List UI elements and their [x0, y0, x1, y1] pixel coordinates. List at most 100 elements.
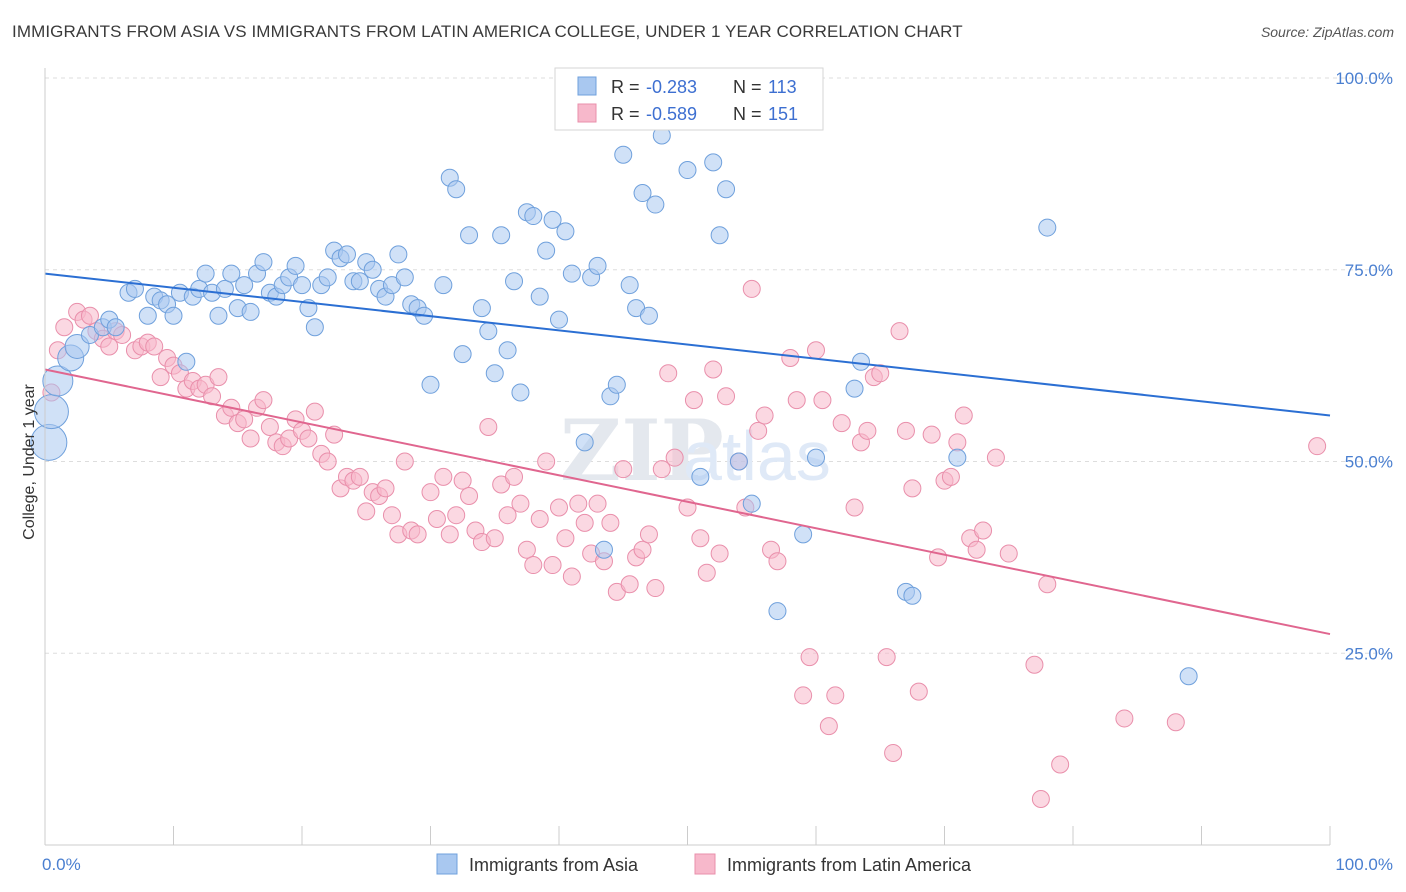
latam-point	[241, 429, 260, 448]
latam-point	[986, 448, 1005, 467]
latam-point	[749, 421, 768, 440]
legend-swatch	[577, 103, 597, 123]
asia-point	[318, 268, 337, 287]
latam-point	[305, 402, 324, 421]
x-tick-label: 100.0%	[1335, 855, 1393, 874]
latam-point	[633, 540, 652, 559]
latam-point	[357, 502, 376, 521]
asia-point	[498, 341, 517, 360]
latam-point	[903, 479, 922, 498]
latam-point	[556, 529, 575, 548]
asia-trend-line	[44, 272, 1331, 417]
latam-point	[1308, 437, 1327, 456]
asia-point	[241, 302, 260, 321]
legend-r-value: -0.589	[646, 104, 697, 124]
source-label: Source: ZipAtlas.com	[1260, 24, 1394, 40]
latam-point	[639, 525, 658, 544]
asia-point	[704, 153, 723, 172]
latam-point	[845, 498, 864, 517]
asia-point	[389, 245, 408, 264]
latam-point	[1115, 709, 1134, 728]
latam-point	[704, 360, 723, 379]
latam-point	[588, 494, 607, 513]
asia-point	[903, 586, 922, 605]
axes: 100.0% 75.0% 50.0% 25.0% 0.0% 100.0% College, …	[21, 68, 1393, 874]
bottom-legend: Immigrants from Asia Immigrants from Lati…	[436, 853, 972, 875]
asia-point	[575, 433, 594, 452]
legend-frame	[554, 67, 824, 131]
asia-point	[505, 272, 524, 291]
latam-point	[260, 417, 279, 436]
asia-point	[1179, 667, 1198, 686]
latam-point	[517, 540, 536, 559]
latam-point	[209, 368, 228, 387]
latam-point	[659, 364, 678, 383]
latam-point	[826, 686, 845, 705]
latam-point	[479, 417, 498, 436]
latam-point	[877, 648, 896, 667]
latam-point	[819, 717, 838, 736]
latam-point	[832, 414, 851, 433]
latam-point	[794, 686, 813, 705]
legend-swatch	[577, 76, 597, 96]
latam-point	[498, 506, 517, 525]
legend-r-label: R =	[611, 77, 640, 97]
asia-point	[948, 448, 967, 467]
asia-point	[293, 276, 311, 295]
latam-point	[145, 337, 164, 356]
asia-point	[524, 207, 543, 226]
asia-point	[742, 494, 761, 513]
asia-point	[620, 276, 639, 295]
latam-point	[601, 513, 620, 532]
latam-point	[717, 387, 736, 406]
latam-point	[884, 743, 903, 762]
latam-point	[665, 448, 684, 467]
asia-point	[768, 602, 787, 621]
chart-title: IMMIGRANTS FROM ASIA VS IMMIGRANTS FROM …	[12, 22, 963, 41]
latam-point	[999, 544, 1018, 563]
latam-point	[1166, 713, 1185, 732]
legend-n-value: 151	[768, 104, 798, 124]
latam-point	[299, 429, 318, 448]
y-tick-label: 25.0%	[1345, 644, 1393, 663]
latam-point	[1038, 575, 1057, 594]
latam-point	[800, 648, 819, 667]
latam-point	[742, 279, 761, 298]
asia-point	[537, 241, 556, 260]
y-axis-label: College, Under 1 year	[21, 384, 38, 540]
latam-point	[691, 529, 710, 548]
asia-point	[530, 287, 549, 306]
asia-point	[1038, 218, 1057, 237]
bottom-legend-swatch-asia	[436, 853, 458, 875]
latam-point	[922, 425, 941, 444]
asia-point	[562, 264, 581, 283]
latam-point	[896, 421, 915, 440]
asia-point	[460, 226, 479, 245]
series-asia-points	[30, 126, 1198, 686]
asia-point	[646, 195, 665, 214]
asia-point	[196, 264, 215, 283]
latam-point	[80, 306, 99, 325]
latam-point	[421, 483, 440, 502]
latam-point	[909, 682, 928, 701]
asia-point	[472, 299, 491, 318]
latam-point	[1025, 655, 1044, 674]
latam-point	[376, 479, 395, 498]
y-tick-label: 100.0%	[1335, 69, 1393, 88]
asia-point	[717, 180, 736, 199]
latam-point	[395, 452, 414, 471]
asia-point	[434, 276, 453, 295]
legend-r-label: R =	[611, 104, 640, 124]
latam-point	[530, 510, 549, 529]
asia-point	[485, 364, 504, 383]
latam-point	[453, 471, 472, 490]
asia-point	[845, 379, 864, 398]
latam-point	[151, 368, 170, 387]
latam-point	[485, 529, 504, 548]
latam-point	[967, 540, 986, 559]
asia-point	[614, 145, 633, 164]
legend: R = -0.283 N = 113 R = -0.589 N = 151	[554, 67, 824, 131]
latam-point	[505, 467, 524, 486]
latam-point	[100, 337, 119, 356]
